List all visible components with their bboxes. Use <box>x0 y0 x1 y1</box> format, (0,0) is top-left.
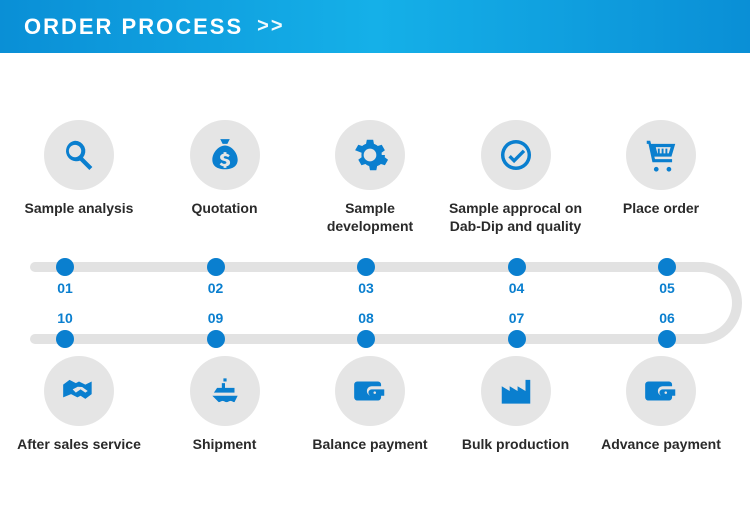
step-number: 08 <box>331 310 401 326</box>
track-dot <box>207 258 225 276</box>
header-chevrons: >> <box>257 15 284 38</box>
track-numbers-top: 01 02 03 04 05 <box>30 280 702 296</box>
step-number: 07 <box>482 310 552 326</box>
track-dot <box>207 330 225 348</box>
step-09: Shipment <box>156 356 294 454</box>
factory-icon <box>481 356 551 426</box>
step-number: 04 <box>482 280 552 296</box>
step-label: Advance payment <box>601 436 721 454</box>
step-label: Bulk production <box>462 436 569 454</box>
process-diagram: Sample analysis Quotation Sample develop… <box>0 56 750 526</box>
step-04: Sample approcal on Dab-Dip and quality <box>447 120 585 235</box>
wallet-icon <box>626 356 696 426</box>
track-curve <box>698 262 742 344</box>
step-label: After sales service <box>17 436 141 454</box>
wallet-icon <box>335 356 405 426</box>
step-01: Sample analysis <box>10 120 148 218</box>
step-02: Quotation <box>156 120 294 218</box>
track-dots-top <box>30 258 702 276</box>
track-dot <box>56 258 74 276</box>
track-dot <box>357 258 375 276</box>
step-label: Sample analysis <box>25 200 134 218</box>
magnifier-icon <box>44 120 114 190</box>
header-title: ORDER PROCESS <box>24 14 243 40</box>
track-dot <box>508 330 526 348</box>
step-number: 10 <box>30 310 100 326</box>
steps-row-bottom: After sales service Shipment Balance pay… <box>10 356 730 454</box>
track-dot <box>658 330 676 348</box>
step-05: Place order <box>592 120 730 218</box>
step-number: 01 <box>30 280 100 296</box>
gear-icon <box>335 120 405 190</box>
step-label: Sample development <box>301 200 439 235</box>
step-label: Shipment <box>193 436 257 454</box>
step-number: 02 <box>181 280 251 296</box>
track-dot <box>508 258 526 276</box>
track-dot <box>56 330 74 348</box>
step-10: After sales service <box>10 356 148 454</box>
step-03: Sample development <box>301 120 439 235</box>
track-dot <box>357 330 375 348</box>
step-06: Advance payment <box>592 356 730 454</box>
cart-icon <box>626 120 696 190</box>
step-label: Place order <box>623 200 699 218</box>
step-number: 09 <box>181 310 251 326</box>
step-number: 05 <box>632 280 702 296</box>
track-dot <box>658 258 676 276</box>
handshake-icon <box>44 356 114 426</box>
step-08: Balance payment <box>301 356 439 454</box>
step-number: 06 <box>632 310 702 326</box>
track-numbers-bottom: 10 09 08 07 06 <box>30 310 702 326</box>
step-label: Quotation <box>191 200 257 218</box>
header-bar: ORDER PROCESS >> <box>0 0 750 56</box>
track-dots-bottom <box>30 330 702 348</box>
process-track: 01 02 03 04 05 10 09 08 07 06 <box>30 258 742 348</box>
money-bag-icon <box>190 120 260 190</box>
step-label: Balance payment <box>312 436 427 454</box>
step-07: Bulk production <box>447 356 585 454</box>
check-circle-icon <box>481 120 551 190</box>
ship-icon <box>190 356 260 426</box>
step-number: 03 <box>331 280 401 296</box>
step-label: Sample approcal on Dab-Dip and quality <box>447 200 585 235</box>
steps-row-top: Sample analysis Quotation Sample develop… <box>10 120 730 235</box>
